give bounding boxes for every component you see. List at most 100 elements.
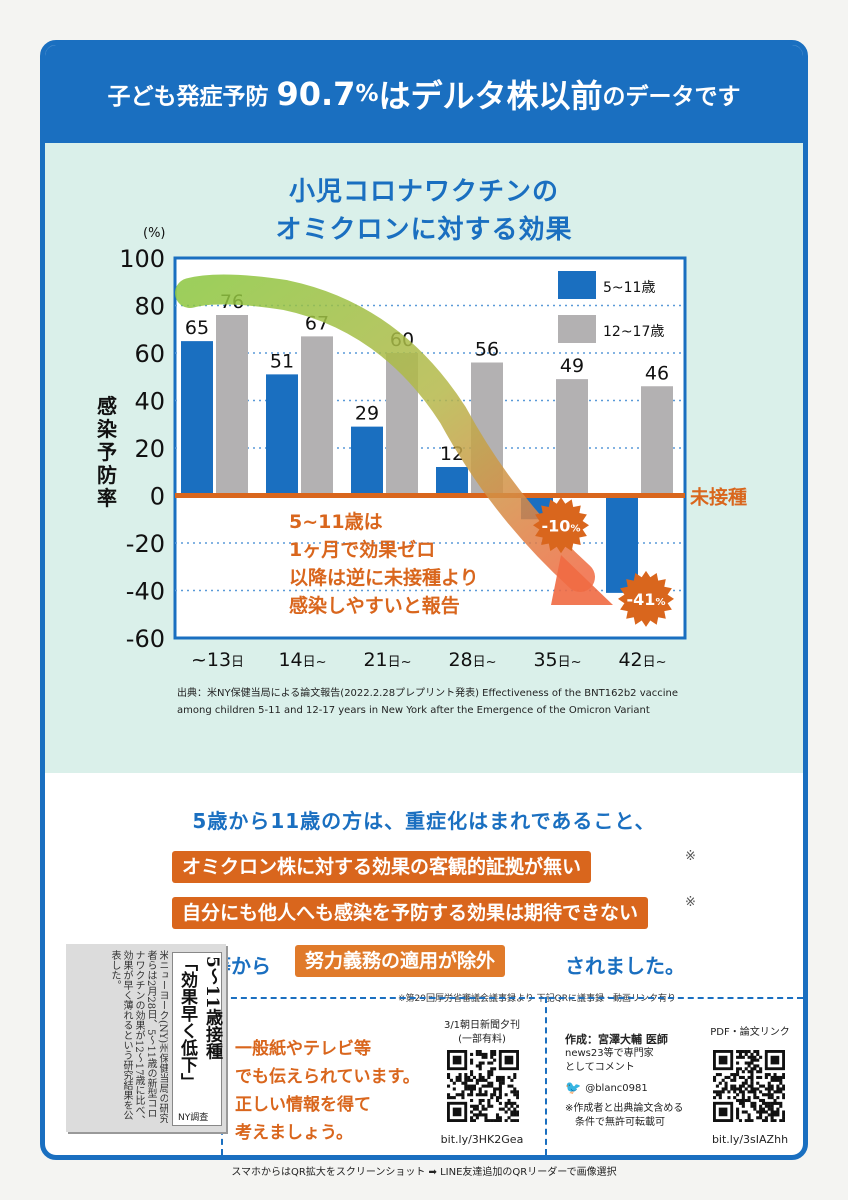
- chart-title: 小児コロナワクチンの オミクロンに対する効果: [45, 173, 803, 249]
- legend-label-5-11: 5~11歳: [603, 280, 655, 296]
- media-message-line-1: 一般紙やテレビ等: [235, 1039, 371, 1059]
- asterisk-2: ※: [685, 895, 696, 910]
- x-tick-label: 14日~: [278, 649, 326, 671]
- bar-5-11: [351, 426, 383, 496]
- legend-swatch-5-11: [558, 271, 596, 299]
- bar-5-11: [436, 467, 468, 496]
- y-tick-label: 100: [119, 245, 165, 273]
- legend-swatch-12-17: [558, 315, 596, 343]
- exemption-pill: 努力義務の適用が除外: [295, 945, 506, 977]
- chart-title-line-2: オミクロンに対する効果: [275, 215, 573, 245]
- bar-5-11: [266, 374, 298, 496]
- bar-12-17: [556, 379, 588, 496]
- negative-value-label: -10%: [542, 516, 581, 535]
- newspaper-clipping: 5〜11歳接種 「効果早く低下」 NY調査 米ニューヨーク(NY)州保健当局の研…: [66, 944, 226, 1132]
- author-sub-1: news23等で専門家: [565, 1048, 654, 1059]
- author-note-2: 条件で無許可転載可: [575, 1117, 665, 1128]
- media-message-line-3: 正しい情報を得て: [235, 1095, 371, 1115]
- message-suffix: されました。: [565, 954, 685, 978]
- twitter-row[interactable]: 🐦 @blanc0981: [565, 1082, 683, 1096]
- asterisk-1: ※: [685, 849, 696, 864]
- qr1-link[interactable]: bit.ly/3HK2Gea: [440, 1133, 524, 1146]
- footer-instruction: スマホからはQR拡大をスクリーンショット ➡ LINE友達追加のQRリーダーで画…: [231, 1167, 617, 1178]
- author-sub-2: としてコメント: [565, 1062, 635, 1073]
- baseline-label: 未接種: [689, 486, 747, 509]
- negative-value-badge: [618, 570, 674, 627]
- divider-right: [545, 997, 547, 1155]
- no-evidence-pill: オミクロン株に対する効果の客観的証拠が無い: [172, 851, 592, 883]
- x-tick-label: 35日~: [533, 649, 581, 671]
- qr-code-icon-newspaper[interactable]: [447, 1050, 519, 1122]
- x-tick-label: ~13日: [191, 649, 244, 671]
- y-tick-label: -60: [126, 625, 165, 653]
- negative-value-badge: [533, 497, 589, 554]
- source-line-2: among children 5-11 and 12-17 years in N…: [177, 705, 650, 716]
- legend-label-12-17: 12~17歳: [603, 324, 664, 340]
- bar-5-11: [181, 341, 213, 496]
- x-tick-label: 42日~: [618, 649, 666, 671]
- y-tick-label: 0: [150, 483, 165, 511]
- bar-value-label-5-11: 29: [355, 403, 379, 425]
- author-name: 作成：宮澤大輔 医師: [565, 1033, 668, 1046]
- bar-12-17: [301, 336, 333, 496]
- twitter-handle[interactable]: @blanc0981: [585, 1083, 648, 1094]
- x-tick-label: 21日~: [363, 649, 411, 671]
- annotation-line: 1ヶ月で効果ゼロ: [289, 538, 435, 561]
- chart-title-line-1: 小児コロナワクチンの: [288, 177, 559, 207]
- bar-5-11: [606, 495, 638, 593]
- y-tick-label: -40: [126, 578, 165, 606]
- y-tick-label: 80: [134, 293, 165, 321]
- bar-12-17: [641, 386, 673, 496]
- qr-code-icon-pdf[interactable]: [713, 1050, 785, 1122]
- clip-headline-box: [172, 952, 222, 1126]
- x-tick-label: 28日~: [448, 649, 496, 671]
- header-percent-sign: %: [355, 81, 379, 107]
- bar-value-label-5-11: 51: [270, 350, 294, 372]
- clip-headline-2: 「効果早く低下」: [177, 954, 197, 1090]
- y-axis-title-char: 率: [97, 486, 117, 510]
- clip-headline-1: 5〜11歳接種: [202, 956, 222, 1060]
- trend-arrow: [175, 274, 595, 592]
- y-tick-label: 60: [134, 340, 165, 368]
- vaccine-efficacy-chart: 100806040200-20-40-60(%)感染予防率6576~13日516…: [97, 226, 747, 671]
- qr1-caption-line-2: (一部有料): [458, 1034, 506, 1045]
- trend-arrowhead: [551, 555, 613, 605]
- header-percent-value: 90.7: [276, 75, 356, 113]
- y-axis-title-char: 防: [97, 463, 117, 487]
- negative-value-label: -41%: [627, 590, 666, 609]
- media-message-line-2: でも伝えられています。: [235, 1067, 420, 1087]
- y-axis-title-char: 予: [97, 440, 117, 464]
- source-line-1: 出典：米NY保健当局による論文報告(2022.2.28プレプリント発表) Eff…: [177, 688, 679, 699]
- qr2-caption: PDF・論文リンク: [710, 1027, 790, 1038]
- clip-body-text: 米ニューヨーク(NY)州保健当局の研究者らは2月28日、5〜11歳の新型コロナワ…: [109, 950, 168, 1126]
- y-unit-label: (%): [143, 226, 166, 241]
- y-tick-label: 20: [134, 435, 165, 463]
- annotation-line: 5~11歳は: [289, 511, 383, 533]
- twitter-bird-icon: 🐦: [565, 1081, 582, 1096]
- qr2-link[interactable]: bit.ly/3sIAZhh: [711, 1133, 789, 1146]
- qr1-caption-line-1: 3/1朝日新聞夕刊: [443, 1020, 521, 1031]
- y-axis-title-char: 感: [97, 394, 117, 418]
- message-line-1: 5歳から11歳の方は、重症化はまれであること、: [192, 809, 656, 833]
- header-part-2: はデルタ株以前: [378, 77, 603, 115]
- bar-value-label-5-11: 65: [185, 317, 209, 339]
- y-tick-label: 40: [134, 388, 165, 416]
- qr1-caption: 3/1朝日新聞夕刊 (一部有料): [432, 1019, 532, 1047]
- annotation-line: 以降は逆に未接種より: [289, 566, 479, 589]
- bar-value-label-12-17: 46: [645, 362, 669, 384]
- author-note-1: ※作成者と出典論文含める: [565, 1103, 684, 1114]
- y-tick-label: -20: [126, 530, 165, 558]
- clip-sub: NY調査: [178, 1113, 209, 1123]
- source-citation: 出典：米NY保健当局による論文報告(2022.2.28プレプリント発表) Eff…: [177, 685, 777, 719]
- no-prevention-pill: 自分にも他人へも感染を予防する効果は期待できない: [172, 897, 649, 929]
- annotation-line: 感染しやすいと報告: [289, 594, 460, 617]
- bar-12-17: [216, 315, 248, 496]
- media-message-line-4: 考えましょう。: [235, 1123, 353, 1143]
- poster-header: 子ども発症予防 90.7% はデルタ株以前 のデータです: [45, 45, 803, 143]
- author-block: 作成：宮澤大輔 医師 news23等で専門家 としてコメント 🐦 @blanc0…: [565, 1033, 683, 1130]
- poster-card: 子ども発症予防 90.7% はデルタ株以前 のデータです 小児コロナワクチンの オミク…: [40, 40, 808, 1160]
- divider-top: [221, 997, 803, 999]
- media-message: 一般紙やテレビ等 でも伝えられています。 正しい情報を得て 考えましょう。: [235, 1035, 420, 1147]
- y-axis-title-char: 染: [97, 417, 118, 441]
- header-part-1: 子ども発症予防: [107, 84, 269, 110]
